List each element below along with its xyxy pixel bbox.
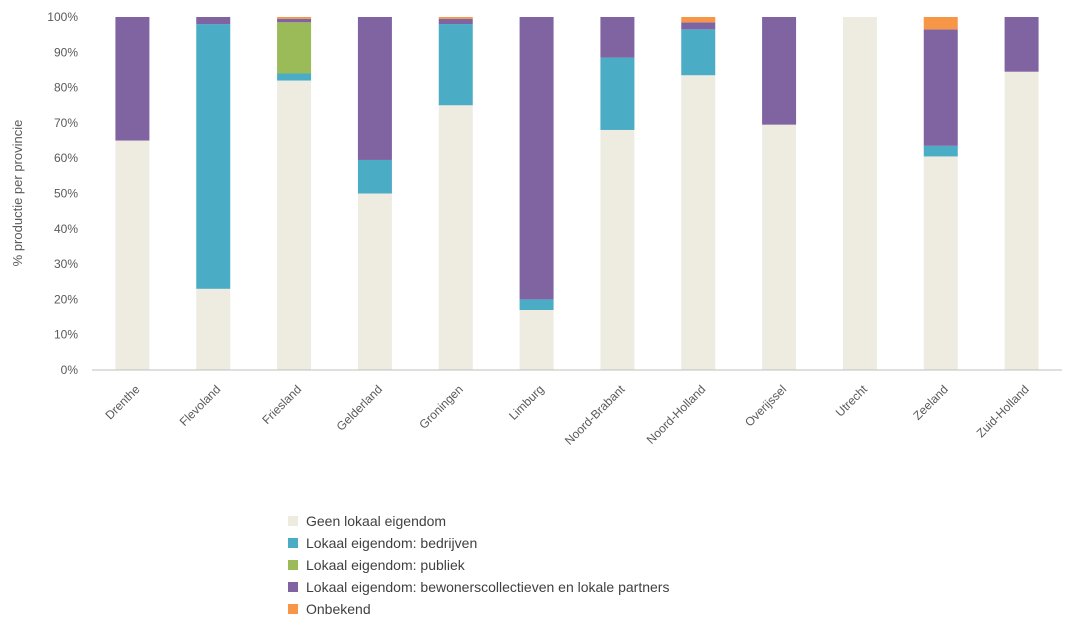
bar-segment <box>357 193 392 370</box>
legend-label: Geen lokaal eigendom <box>306 513 447 529</box>
bar-segment <box>438 105 473 370</box>
bar-segment <box>277 17 312 19</box>
bar-segment <box>923 156 958 370</box>
bar-segment <box>196 288 231 370</box>
bar-segment <box>923 29 958 146</box>
legend-label: Lokaal eigendom: bedrijven <box>306 535 478 551</box>
x-category-label: Overijssel <box>742 382 789 429</box>
x-category-label: Zuid-Holland <box>974 382 1032 440</box>
legend-swatch <box>288 516 298 526</box>
bar-segment <box>438 17 473 19</box>
legend-item: Lokaal eigendom: bedrijven <box>288 532 669 554</box>
y-tick-label: 20% <box>54 292 78 306</box>
legend-label: Lokaal eigendom: publiek <box>306 557 465 573</box>
bar-segment <box>681 17 716 23</box>
legend-label: Onbekend <box>306 601 371 617</box>
legend-swatch <box>288 604 298 614</box>
x-category-label: Friesland <box>259 382 304 427</box>
bar-segment <box>681 29 716 76</box>
bar-segment <box>923 17 958 30</box>
bar-segment <box>115 140 150 370</box>
legend-item: Onbekend <box>288 598 669 620</box>
bar-segment <box>842 17 877 370</box>
bar-segment <box>357 17 392 160</box>
legend-item: Lokaal eigendom: bewonerscollectieven en… <box>288 576 669 598</box>
bar-segment <box>438 18 473 25</box>
legend-item: Geen lokaal eigendom <box>288 510 669 532</box>
legend-label: Lokaal eigendom: bewonerscollectieven en… <box>306 579 670 595</box>
legend-swatch <box>288 560 298 570</box>
x-category-label: Limburg <box>506 382 547 423</box>
bar-segment <box>600 17 635 58</box>
bar-segment <box>681 22 716 30</box>
bar-segment <box>357 159 392 194</box>
x-category-label: Zeeland <box>910 382 951 423</box>
bar-segment <box>277 18 312 23</box>
bar-segment <box>277 22 312 74</box>
y-tick-label: 40% <box>54 222 78 236</box>
x-category-label: Utrecht <box>833 382 871 420</box>
x-category-label: Noord-Brabant <box>562 382 628 448</box>
bar-segment <box>1004 17 1039 72</box>
legend-item: Lokaal eigendom: publiek <box>288 554 669 576</box>
bar-segment <box>519 17 554 300</box>
x-category-label: Gelderland <box>334 382 385 433</box>
bar-segment <box>277 73 312 81</box>
bar-segment <box>519 299 554 310</box>
bar-segment <box>438 24 473 106</box>
bar-segment <box>1004 71 1039 370</box>
bar-segment <box>762 124 797 370</box>
y-tick-label: 90% <box>54 45 78 59</box>
legend: Geen lokaal eigendom Lokaal eigendom: bed… <box>288 510 669 620</box>
bar-segment <box>681 75 716 371</box>
y-tick-label: 60% <box>54 151 78 165</box>
x-category-label: Noord-Holland <box>644 382 709 447</box>
bar-segment <box>519 309 554 370</box>
bar-segment <box>115 17 150 141</box>
x-category-label: Drenthe <box>102 382 142 422</box>
y-tick-label: 0% <box>61 363 79 377</box>
bar-segment <box>277 80 312 370</box>
y-tick-label: 80% <box>54 81 78 95</box>
x-category-label: Flevoland <box>177 382 224 429</box>
y-axis-title: % productie per provincie <box>10 120 25 267</box>
bar-segment <box>923 145 958 157</box>
y-tick-label: 30% <box>54 257 78 271</box>
legend-swatch <box>288 538 298 548</box>
y-tick-label: 70% <box>54 116 78 130</box>
bar-segment <box>196 24 231 289</box>
x-category-label: Groningen <box>416 382 466 432</box>
bar-segment <box>600 129 635 370</box>
bar-segment <box>762 17 797 125</box>
bar-segment <box>600 57 635 130</box>
y-tick-label: 50% <box>54 187 78 201</box>
y-tick-label: 10% <box>54 328 78 342</box>
legend-swatch <box>288 582 298 592</box>
y-tick-label: 100% <box>47 10 78 24</box>
bar-segment <box>196 17 231 25</box>
